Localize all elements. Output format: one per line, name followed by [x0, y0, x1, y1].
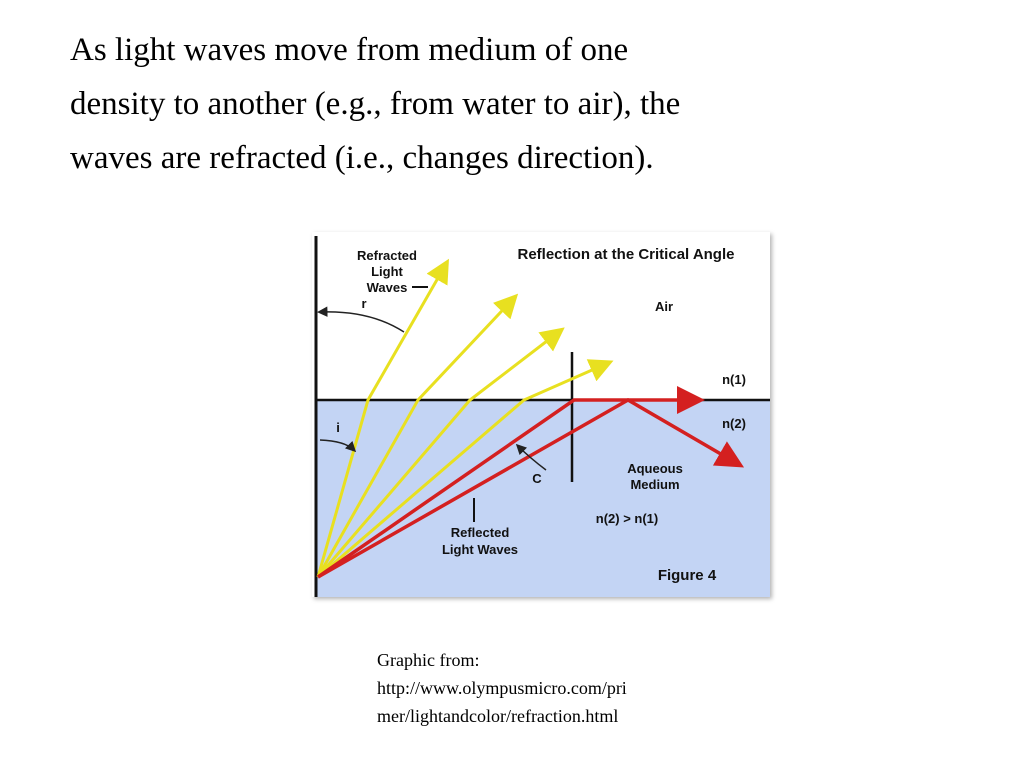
water — [316, 400, 770, 597]
label: Figure 4 — [658, 567, 717, 584]
label: Reflected — [451, 525, 510, 540]
reflected-rays — [317, 386, 745, 579]
label: i — [336, 420, 340, 435]
label: Light Waves — [442, 542, 518, 557]
label: n(2) — [722, 416, 746, 431]
label: Waves — [367, 280, 408, 295]
ray — [317, 386, 705, 579]
label: Aqueous — [627, 461, 683, 476]
refracted-rays — [316, 258, 614, 579]
arc-r — [317, 306, 405, 333]
ray — [316, 258, 449, 578]
figure-title: Reflection at the Critical Angle — [518, 246, 735, 263]
label: r — [361, 296, 366, 311]
label: Refracted — [357, 248, 417, 263]
label: Air — [655, 299, 673, 314]
ray — [317, 359, 614, 579]
angle-arcs — [317, 306, 547, 471]
figure: Reflection at the Critical Angle Refract… — [312, 232, 770, 597]
ray — [317, 397, 745, 579]
ray — [316, 293, 519, 578]
label: n(1) — [722, 372, 746, 387]
caption-line: Graphic from: — [377, 650, 479, 670]
arc-i — [319, 439, 357, 453]
ray — [316, 327, 565, 578]
label: n(2) > n(1) — [596, 511, 658, 526]
label: Medium — [630, 477, 679, 492]
caption-line: mer/lightandcolor/refraction.html — [377, 706, 618, 726]
body-line: As light waves move from medium of one — [70, 32, 628, 68]
body-line: density to another (e.g., from water to … — [70, 86, 680, 122]
arc-c — [515, 443, 547, 471]
caption-line: http://www.olympusmicro.com/pri — [377, 678, 627, 698]
label: C — [532, 471, 542, 486]
body-line: waves are refracted (i.e., changes direc… — [70, 140, 654, 176]
label: Light — [371, 264, 403, 279]
